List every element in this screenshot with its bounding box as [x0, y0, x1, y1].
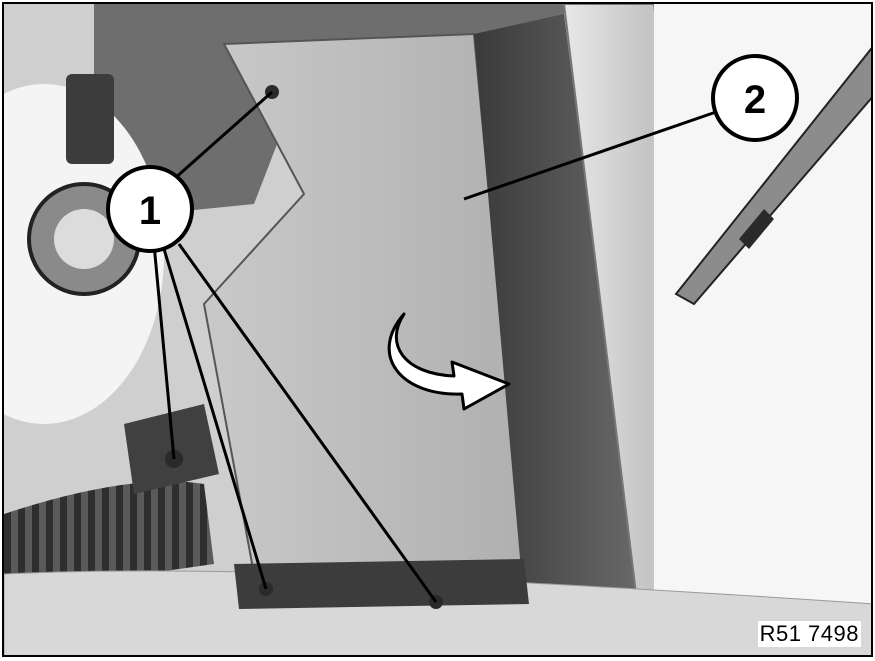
round-cap-inner [54, 209, 114, 269]
electrical-connector [66, 74, 114, 164]
figure-reference-code: R51 7498 [757, 621, 861, 647]
callout-2-label: 2 [744, 78, 766, 122]
screwdriver-tool [674, 47, 871, 306]
callout-2: 2 [711, 54, 799, 142]
callout-1-leaders [152, 90, 438, 603]
photo-illustration: 1 2 [4, 4, 871, 655]
panel-bottom-edge [234, 559, 529, 609]
foam-seal [474, 14, 644, 644]
corrugated-hose [4, 481, 214, 594]
callout-1-label: 1 [139, 189, 161, 233]
screwdriver-band [739, 209, 774, 249]
removal-direction-arrow [387, 312, 511, 411]
hose-clamp [124, 404, 219, 494]
callout-2-leader [463, 110, 717, 201]
callout-1: 1 [106, 165, 194, 253]
